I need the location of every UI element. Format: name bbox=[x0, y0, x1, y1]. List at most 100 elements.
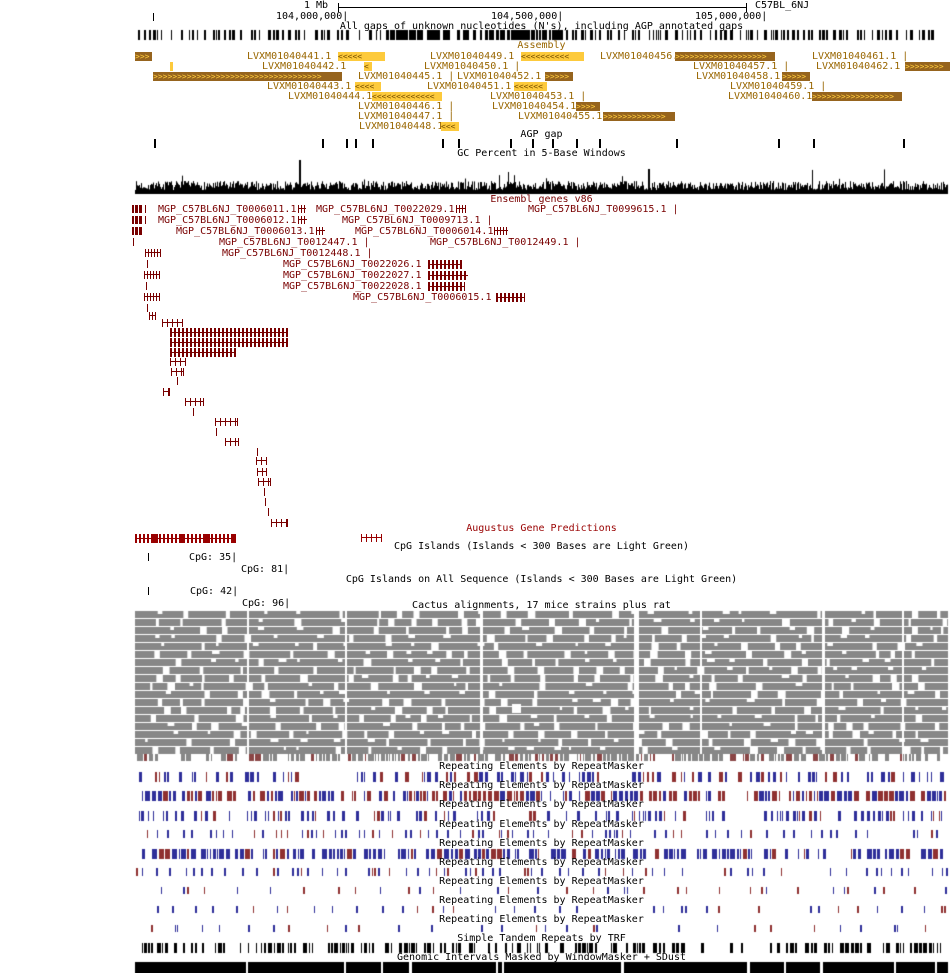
assembly-item-label[interactable]: LVXM01040451.1 bbox=[427, 81, 512, 92]
ensembl-track-item[interactable] bbox=[170, 358, 186, 366]
cpg-islands-all-track-item-label[interactable]: CpG: 96| bbox=[242, 598, 291, 609]
ensembl-track-item-label[interactable]: MGP_C57BL6NJ_T0012449.1 | bbox=[430, 237, 581, 248]
ensembl-track-item[interactable] bbox=[144, 293, 160, 301]
ensembl-track-item[interactable] bbox=[132, 205, 143, 213]
ensembl-track-item-label[interactable]: MGP_C57BL6NJ_T0009713.1 | bbox=[342, 215, 493, 226]
assembly-item-label[interactable]: LVXM01040443.1 bbox=[267, 81, 352, 92]
assembly-item-label[interactable]: LVXM01040448.1 bbox=[359, 121, 444, 132]
assembly-item[interactable]: <<<<< bbox=[338, 52, 385, 61]
repeatmasker-track-8[interactable] bbox=[135, 906, 948, 913]
assembly-item[interactable]: <<<<<< bbox=[514, 82, 547, 91]
assembly-item-label[interactable]: LVXM01040444.1 bbox=[288, 91, 373, 102]
cpg-islands-track-item-label[interactable]: CpG: 35| bbox=[189, 552, 238, 563]
ensembl-track-item[interactable] bbox=[257, 448, 258, 456]
assembly-item[interactable]: <<<<<<<<<<<<< bbox=[372, 92, 442, 101]
ensembl-track-item[interactable] bbox=[170, 338, 288, 347]
assembly-item[interactable]: >>>>>>>>>>>>> bbox=[603, 112, 675, 121]
ensembl-track-item[interactable] bbox=[193, 408, 194, 416]
assembly-item-label[interactable]: LVXM01040442.1 bbox=[262, 61, 347, 72]
ensembl-track-item[interactable] bbox=[268, 508, 269, 516]
assembly-item-label[interactable]: LVXM01040459.1 | bbox=[730, 81, 827, 92]
assembly-item-label[interactable]: LVXM01040447.1 | bbox=[358, 111, 455, 122]
ensembl-track-item[interactable] bbox=[271, 519, 288, 527]
assembly-item-label[interactable]: LVXM01040460.1 bbox=[728, 91, 813, 102]
ensembl-track-item[interactable] bbox=[185, 398, 204, 406]
ensembl-track-item[interactable] bbox=[145, 205, 146, 213]
ensembl-track-item[interactable] bbox=[177, 377, 178, 385]
repeatmasker-track-4[interactable] bbox=[135, 830, 948, 838]
ensembl-track-item[interactable] bbox=[428, 260, 462, 269]
ensembl-track-item[interactable] bbox=[256, 457, 267, 465]
ensembl-track-item[interactable] bbox=[316, 227, 325, 235]
cpg-islands-all-track-item[interactable] bbox=[148, 587, 149, 595]
assembly-item-label[interactable]: LVXM01040452.1 bbox=[457, 71, 542, 82]
ensembl-track-item[interactable] bbox=[170, 328, 288, 337]
ensembl-track-item[interactable] bbox=[147, 304, 148, 312]
ensembl-track-item[interactable] bbox=[264, 488, 265, 496]
augustus-track-item[interactable] bbox=[135, 534, 236, 543]
cactus-track[interactable] bbox=[135, 611, 948, 755]
assembly-item-label[interactable]: LVXM01040457.1 | bbox=[693, 61, 790, 72]
assembly-item[interactable]: < bbox=[364, 62, 372, 71]
ensembl-track-item[interactable] bbox=[170, 348, 236, 357]
assembly-item-label[interactable]: LVXM01040449.1 bbox=[430, 51, 515, 62]
assembly-item[interactable]: >>>>>>>>>>>>>>>>>>> bbox=[675, 52, 775, 61]
ensembl-track-item-label[interactable]: MGP_C57BL6NJ_T0099615.1 | bbox=[528, 204, 679, 215]
ensembl-track-item-label[interactable]: MGP_C57BL6NJ_T0006014.1 bbox=[355, 226, 494, 237]
assembly-item-label[interactable]: LVXM01040455.1 bbox=[518, 111, 603, 122]
gc-percent-track[interactable] bbox=[135, 160, 948, 196]
ensembl-track-item[interactable] bbox=[133, 238, 134, 246]
assembly-item[interactable]: <<<< bbox=[355, 82, 381, 91]
assembly-item[interactable]: >>>>> bbox=[782, 72, 810, 81]
assembly-item[interactable]: >>>>>>>> bbox=[905, 62, 950, 71]
ensembl-track-item[interactable] bbox=[265, 498, 266, 506]
ensembl-track-item[interactable] bbox=[225, 438, 239, 446]
ensembl-track-item-label[interactable]: MGP_C57BL6NJ_T0006013.1 bbox=[176, 226, 315, 237]
repeatmasker-track-7[interactable] bbox=[135, 887, 948, 894]
ensembl-track-item[interactable] bbox=[145, 249, 161, 257]
ensembl-track-item[interactable] bbox=[171, 368, 184, 376]
repeatmasker-track-9[interactable] bbox=[135, 925, 948, 932]
assembly-item-label[interactable]: LVXM01040462.1 bbox=[816, 61, 901, 72]
assembly-item-label[interactable]: LVXM01040441.1 bbox=[247, 51, 332, 62]
assembly-item-label[interactable]: LVXM01040458.1 bbox=[696, 71, 781, 82]
assembly-item-label[interactable]: LVXM01040453.1 | bbox=[490, 91, 587, 102]
ensembl-track-item[interactable] bbox=[298, 216, 307, 224]
ensembl-track-item-label[interactable]: MGP_C57BL6NJ_T0006011.1 bbox=[158, 204, 297, 215]
assembly-item-label[interactable]: LVXM01040454.1 bbox=[492, 101, 577, 112]
ensembl-track-item-label[interactable]: MGP_C57BL6NJ_T0022028.1 bbox=[283, 281, 422, 292]
assembly-item[interactable]: <<<<<<<<<< bbox=[521, 52, 584, 61]
assembly-item[interactable]: <<< bbox=[441, 122, 459, 131]
cpg-islands-track-item[interactable] bbox=[148, 553, 149, 561]
ensembl-track-item-label[interactable]: MGP_C57BL6NJ_T0012447.1 | bbox=[219, 237, 370, 248]
assembly-item[interactable] bbox=[170, 62, 173, 71]
ensembl-track-item[interactable] bbox=[215, 418, 238, 426]
ensembl-track-item-label[interactable]: MGP_C57BL6NJ_T0022029.1 bbox=[316, 204, 455, 215]
ensembl-track-item-label[interactable]: MGP_C57BL6NJ_T0022027.1 bbox=[283, 270, 422, 281]
ensembl-track-item[interactable] bbox=[298, 205, 306, 213]
repeatmasker-track-6[interactable] bbox=[135, 868, 948, 876]
assembly-item-label[interactable]: LVXM01040445.1 | bbox=[358, 71, 455, 82]
cpg-islands-all-track-item-label[interactable]: CpG: 42| bbox=[190, 586, 239, 597]
assembly-item-label[interactable]: LVXM01040456.1 bbox=[600, 51, 685, 62]
windowmasker-track[interactable] bbox=[135, 962, 948, 973]
gaps-track[interactable] bbox=[135, 30, 948, 40]
ensembl-track-item[interactable] bbox=[147, 260, 148, 268]
assembly-item-label[interactable]: LVXM01040450.1 | bbox=[424, 61, 521, 72]
ensembl-track-item[interactable] bbox=[456, 205, 466, 213]
ensembl-track-item[interactable] bbox=[146, 282, 147, 290]
assembly-item[interactable]: >>>>>>>>>>>>>>>>>>>>>>>>>>>>>>>>>>> bbox=[153, 72, 342, 81]
ensembl-track-item[interactable] bbox=[494, 227, 508, 235]
ensembl-track-item[interactable] bbox=[145, 216, 146, 224]
assembly-item-label[interactable]: LVXM01040461.1 | bbox=[812, 51, 909, 62]
assembly-item[interactable]: >>>>>>>>>>>>>>>>> bbox=[812, 92, 902, 101]
ensembl-track-item[interactable] bbox=[428, 282, 465, 291]
ensembl-track-item[interactable] bbox=[149, 312, 156, 320]
ensembl-track-item[interactable] bbox=[428, 271, 468, 280]
ensembl-track-item[interactable] bbox=[216, 428, 217, 436]
ensembl-track-item[interactable] bbox=[162, 319, 183, 327]
ensembl-track-item-label[interactable]: MGP_C57BL6NJ_T0006012.1 bbox=[158, 215, 297, 226]
cactus-summary-row[interactable] bbox=[135, 754, 948, 761]
ensembl-track-item-label[interactable]: MGP_C57BL6NJ_T0022026.1 bbox=[283, 259, 422, 270]
ensembl-track-item-label[interactable]: MGP_C57BL6NJ_T0006015.1 bbox=[353, 292, 492, 303]
